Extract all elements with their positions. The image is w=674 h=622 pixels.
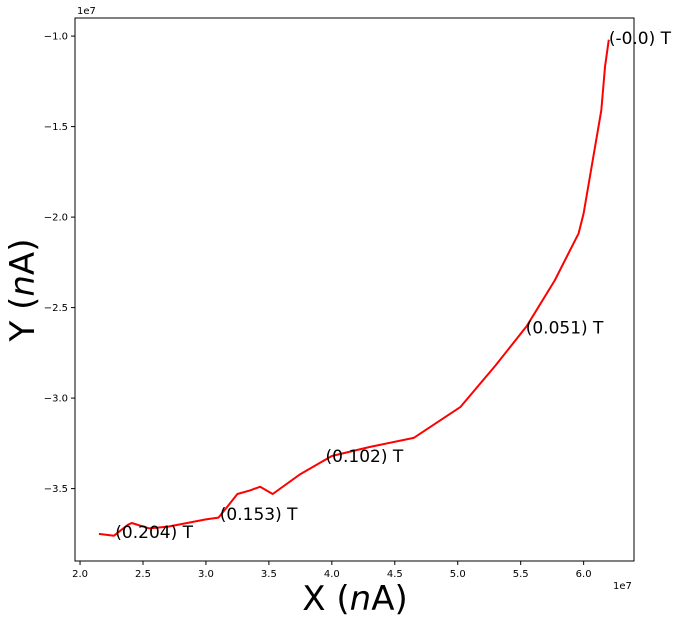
y-tick-label: −1.5 bbox=[44, 122, 68, 133]
x-tick-label: 3.0 bbox=[198, 569, 214, 580]
y-tick-label: −3.5 bbox=[44, 484, 68, 495]
y-offset-label: 1e7 bbox=[77, 6, 96, 17]
field-annotation: (0.204) T bbox=[115, 523, 193, 543]
field-annotation: (0.051) T bbox=[526, 319, 604, 339]
y-tick-label: −2.0 bbox=[44, 213, 68, 224]
x-offset-label: 1e7 bbox=[613, 581, 632, 592]
annotation-layer: (0.204) T (0.153) T (0.102) T (0.051) T (-0.… bbox=[115, 29, 671, 543]
x-axis-label-prefix: X ( bbox=[302, 579, 349, 619]
y-axis: −1.0 −1.5 −2.0 −2.5 −3.0 −3.5 bbox=[44, 32, 75, 495]
series-line bbox=[98, 39, 610, 537]
y-axis-label-prefix: Y ( bbox=[3, 297, 43, 343]
series-layer bbox=[98, 39, 610, 537]
y-axis-label-unit: n bbox=[3, 275, 43, 297]
x-axis: 2.0 2.5 3.0 3.5 4.0 4.5 5.0 5.5 6.0 bbox=[72, 561, 592, 580]
y-tick-label: −3.0 bbox=[44, 394, 68, 405]
y-tick-label: −1.0 bbox=[44, 32, 68, 43]
field-annotation: (0.102) T bbox=[326, 447, 404, 467]
x-tick-label: 3.5 bbox=[261, 569, 277, 580]
x-tick-label: 2.0 bbox=[72, 569, 88, 580]
x-axis-label-suffix: A) bbox=[371, 579, 408, 619]
x-tick-label: 4.5 bbox=[387, 569, 403, 580]
y-axis-label: Y (nA) bbox=[3, 239, 43, 343]
x-axis-label: X (nA) bbox=[302, 579, 407, 619]
x-axis-label-unit: n bbox=[350, 579, 372, 619]
x-tick-label: 5.0 bbox=[450, 569, 466, 580]
x-tick-label: 2.5 bbox=[135, 569, 151, 580]
x-tick-label: 6.0 bbox=[576, 569, 592, 580]
field-annotation: (0.153) T bbox=[220, 505, 298, 525]
y-axis-label-suffix: A) bbox=[3, 239, 43, 276]
y-tick-label: −2.5 bbox=[44, 303, 68, 314]
field-annotation: (-0.0) T bbox=[609, 29, 672, 49]
plot-area bbox=[74, 17, 635, 562]
x-tick-label: 4.0 bbox=[324, 569, 340, 580]
x-tick-label: 5.5 bbox=[513, 569, 529, 580]
